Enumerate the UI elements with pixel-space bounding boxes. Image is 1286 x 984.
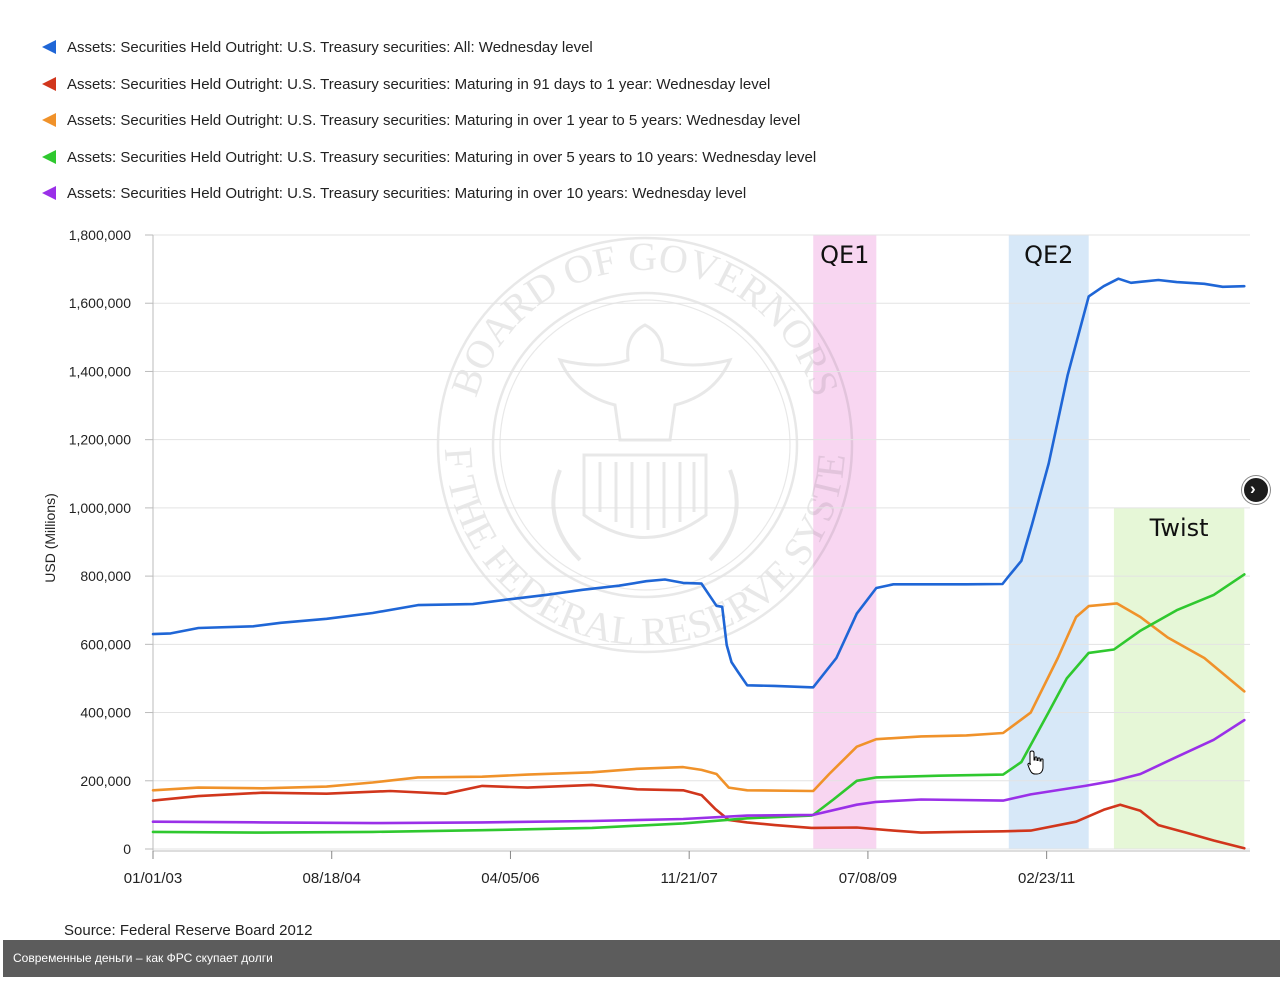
- x-tick-label: 01/01/03: [124, 870, 182, 887]
- y-tick-label: 800,000: [80, 568, 131, 584]
- series-line-2: [151, 783, 1246, 850]
- x-tick-label: 02/23/11: [1018, 870, 1075, 887]
- legend-label: Assets: Securities Held Outright: U.S. T…: [67, 112, 801, 129]
- x-tick-label: 08/18/04: [303, 870, 361, 887]
- next-arrow-button[interactable]: ›: [1242, 476, 1270, 504]
- watermark-top-text: BOARD OF GOVERNORS: [442, 234, 848, 402]
- legend-marker-icon: [42, 76, 56, 91]
- y-tick-label: 1,800,000: [69, 227, 131, 243]
- y-tick-label: 1,000,000: [69, 500, 131, 516]
- y-tick-label: 200,000: [80, 773, 131, 789]
- hand-cursor-icon: [1027, 750, 1044, 775]
- series-line-5: [151, 718, 1246, 825]
- y-tick-label: 600,000: [80, 636, 131, 652]
- svg-text:OF THE FEDERAL RESERVE SYSTEM: OF THE FEDERAL RESERVE SYSTEM: [0, 0, 854, 654]
- federal-reserve-seal-watermark: BOARD OF GOVERNORS OF THE FEDERAL RESERV…: [0, 0, 854, 654]
- axes: 0 200,000 400,000 600,000 800,000 1,000,000 1,…: [69, 227, 1250, 887]
- legend-label: Assets: Securities Held Outright: U.S. T…: [67, 148, 817, 166]
- caption-bar: Современные деньги – как ФРС скупает дол…: [3, 940, 1280, 977]
- caption-text: Современные деньги – как ФРС скупает дол…: [13, 951, 273, 965]
- legend-marker-icon: [42, 113, 56, 127]
- band-label-qe2: QE2: [1024, 241, 1073, 269]
- x-tick-label: 04/05/06: [481, 870, 539, 887]
- watermark-bottom-text: OF THE FEDERAL RESERVE SYSTEM: [0, 0, 854, 654]
- y-tick-label: 1,600,000: [69, 295, 131, 311]
- source-note: Source: Federal Reserve Board 2012: [64, 922, 313, 939]
- band-qe2: [1008, 235, 1089, 849]
- highlight-bands: [813, 235, 1245, 849]
- legend-label: Assets: Securities Held Outright: U.S. T…: [67, 185, 747, 202]
- legend-marker-icon: [42, 40, 56, 54]
- x-tick-label: 11/21/07: [661, 870, 718, 887]
- y-tick-label: 1,200,000: [69, 432, 131, 448]
- y-tick-label: 1,400,000: [69, 363, 131, 379]
- band-label-twist: Twist: [1149, 514, 1209, 542]
- y-tick-label: 0: [123, 841, 131, 857]
- svg-text:BOARD OF GOVERNORS: BOARD OF GOVERNORS: [442, 234, 848, 402]
- legend-marker-icon: [42, 149, 56, 164]
- legend-label: Assets: Securities Held Outright: U.S. T…: [67, 75, 771, 93]
- y-tick-label: 400,000: [80, 705, 131, 721]
- series-line-4: [151, 573, 1246, 834]
- chevron-right-icon: ›: [1250, 479, 1256, 498]
- legend-label: Assets: Securities Held Outright: U.S. T…: [67, 39, 593, 56]
- x-tick-label: 07/08/09: [839, 870, 897, 887]
- band-labels: QE1 QE2 Twist: [820, 241, 1208, 542]
- band-qe1: [813, 235, 877, 849]
- band-twist: [1113, 507, 1245, 849]
- band-label-qe1: QE1: [820, 241, 869, 269]
- series-line-1: [151, 277, 1246, 689]
- gridlines: [153, 234, 1250, 850]
- series-lines: [151, 277, 1246, 850]
- legend-marker-icon: [42, 186, 56, 200]
- series-line-3: [151, 602, 1246, 793]
- y-axis-label: USD (Millions): [42, 493, 58, 582]
